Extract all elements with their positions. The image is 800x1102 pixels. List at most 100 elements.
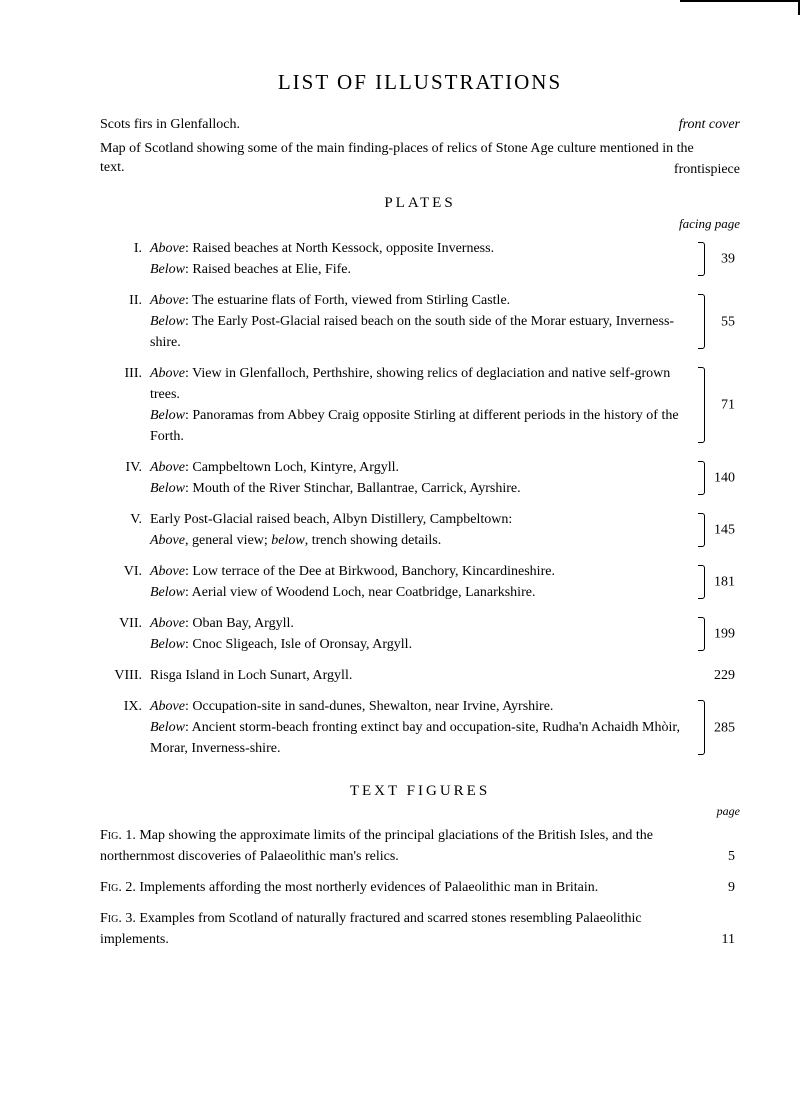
plate-line: Below: Panoramas from Abbey Craig opposi… [150, 405, 690, 447]
plate-number: V. [100, 509, 150, 551]
plate-line: Above, general view; below, trench showi… [150, 530, 690, 551]
brace-icon [695, 561, 705, 603]
brace-icon [695, 290, 705, 353]
plate-number: II. [100, 290, 150, 353]
plate-text: , general view; [185, 533, 271, 548]
figures-list: Fig. 1. Map showing the approximate limi… [100, 825, 740, 950]
plate-text: : Raised beaches at Elie, Fife. [185, 262, 351, 277]
figure-page-number: 9 [728, 877, 735, 898]
figure-label: Fig. 2. [100, 880, 139, 895]
above-below-label: Above [150, 293, 185, 308]
plate-entry: III.Above: View in Glenfalloch, Perthshi… [100, 363, 740, 447]
figure-entry: Fig. 3. Examples from Scotland of natura… [100, 908, 740, 950]
plate-text: : Oban Bay, Argyll. [185, 616, 294, 631]
plate-number: IX. [100, 696, 150, 759]
plates-heading: PLATES [100, 195, 740, 212]
above-below-label: Above [150, 366, 185, 381]
intro-line-2: Map of Scotland showing some of the main… [100, 139, 740, 180]
plate-text: : Aerial view of Woodend Loch, near Coat… [185, 585, 535, 600]
plate-page-number: 285 [714, 717, 735, 738]
above-below-label: Below [150, 637, 185, 652]
above-below-label: Below [150, 585, 185, 600]
plates-list: I.Above: Raised beaches at North Kessock… [100, 238, 740, 759]
plate-number: VI. [100, 561, 150, 603]
plate-text: Risga Island in Loch Sunart, Argyll. [150, 668, 352, 683]
above-below-label: Above [150, 699, 185, 714]
figure-content: Fig. 3. Examples from Scotland of natura… [100, 908, 740, 950]
plate-number: IV. [100, 457, 150, 499]
plate-text: : Campbeltown Loch, Kintyre, Argyll. [185, 460, 399, 475]
brace-icon [695, 613, 705, 655]
plate-content: Above: View in Glenfalloch, Perthshire, … [150, 363, 740, 447]
plate-page-number: 140 [714, 468, 735, 489]
plate-content: Above: Low terrace of the Dee at Birkwoo… [150, 561, 740, 603]
intro-text-2: Map of Scotland showing some of the main… [100, 141, 694, 176]
plate-text: : Occupation-site in sand-dunes, Shewalt… [185, 699, 553, 714]
plate-line: Above: View in Glenfalloch, Perthshire, … [150, 363, 690, 405]
above-below-label: Above [150, 241, 185, 256]
plate-line: Below: Raised beaches at Elie, Fife. [150, 259, 690, 280]
plate-page-number: 229 [714, 665, 735, 686]
figure-content: Fig. 1. Map showing the approximate limi… [100, 825, 740, 867]
above-below-label: Below [150, 481, 185, 496]
plate-text: : Ancient storm-beach fronting extinct b… [150, 720, 680, 756]
figure-page-number: 11 [722, 929, 735, 950]
plate-text: : The Early Post-Glacial raised beach on… [150, 314, 674, 350]
plate-line: Above: Occupation-site in sand-dunes, Sh… [150, 696, 690, 717]
intro-right-2: frontispiece [674, 162, 740, 177]
figure-text: Implements affording the most northerly … [139, 880, 598, 895]
figure-label: Fig. 3. [100, 911, 139, 926]
figure-page-number: 5 [728, 846, 735, 867]
text-figures-heading: TEXT FIGURES [100, 783, 740, 800]
plate-number: VIII. [100, 665, 150, 686]
plate-entry: IV.Above: Campbeltown Loch, Kintyre, Arg… [100, 457, 740, 499]
intro-left-1: Scots firs in Glenfalloch. [100, 115, 240, 135]
plate-page-number: 199 [714, 624, 735, 645]
plate-text: : The estuarine flats of Forth, viewed f… [185, 293, 510, 308]
plate-line: Risga Island in Loch Sunart, Argyll. [150, 665, 690, 686]
figure-label: Fig. 1. [100, 828, 139, 843]
plate-line: Above: Raised beaches at North Kessock, … [150, 238, 690, 259]
plate-entry: VI.Above: Low terrace of the Dee at Birk… [100, 561, 740, 603]
above-below-label: Above [150, 616, 185, 631]
plate-entry: V.Early Post-Glacial raised beach, Albyn… [100, 509, 740, 551]
plate-page-number: 55 [721, 311, 735, 332]
plate-entry: I.Above: Raised beaches at North Kessock… [100, 238, 740, 280]
figure-content: Fig. 2. Implements affording the most no… [100, 877, 740, 898]
intro-line-1: Scots firs in Glenfalloch. front cover [100, 115, 740, 135]
intro-right-1: front cover [679, 115, 740, 135]
brace-icon [695, 363, 705, 447]
page-corner-decoration [680, 0, 800, 15]
above-below-label: Above [150, 533, 185, 548]
plate-content: Risga Island in Loch Sunart, Argyll. 229 [150, 665, 740, 686]
plate-content: Above: Raised beaches at North Kessock, … [150, 238, 740, 280]
above-below-label: Below [150, 314, 185, 329]
plate-line: Below: Cnoc Sligeach, Isle of Oronsay, A… [150, 634, 690, 655]
brace-icon [695, 509, 705, 551]
plate-entry: II.Above: The estuarine flats of Forth, … [100, 290, 740, 353]
plate-text: , trench showing details. [305, 533, 441, 548]
page-label: page [100, 804, 740, 819]
figure-text: Examples from Scotland of naturally frac… [100, 911, 642, 947]
plate-text: : Raised beaches at North Kessock, oppos… [185, 241, 494, 256]
plate-number: I. [100, 238, 150, 280]
brace-icon [695, 457, 705, 499]
figure-entry: Fig. 2. Implements affording the most no… [100, 877, 740, 898]
plate-content: Above: The estuarine flats of Forth, vie… [150, 290, 740, 353]
above-below-label: below [271, 533, 304, 548]
plate-line: Above: Campbeltown Loch, Kintyre, Argyll… [150, 457, 690, 478]
plate-number: III. [100, 363, 150, 447]
brace-icon [695, 238, 705, 280]
plate-text: : Panoramas from Abbey Craig opposite St… [150, 408, 679, 444]
figure-text: Map showing the approximate limits of th… [100, 828, 653, 864]
plate-entry: IX.Above: Occupation-site in sand-dunes,… [100, 696, 740, 759]
plate-content: Above: Occupation-site in sand-dunes, Sh… [150, 696, 740, 759]
plate-text: : Low terrace of the Dee at Birkwood, Ba… [185, 564, 555, 579]
plate-line: Above: The estuarine flats of Forth, vie… [150, 290, 690, 311]
plate-line: Early Post-Glacial raised beach, Albyn D… [150, 509, 690, 530]
plate-text: Early Post-Glacial raised beach, Albyn D… [150, 512, 512, 527]
above-below-label: Below [150, 262, 185, 277]
plate-entry: VII.Above: Oban Bay, Argyll.Below: Cnoc … [100, 613, 740, 655]
plate-line: Above: Oban Bay, Argyll. [150, 613, 690, 634]
page-title: LIST OF ILLUSTRATIONS [100, 70, 740, 95]
